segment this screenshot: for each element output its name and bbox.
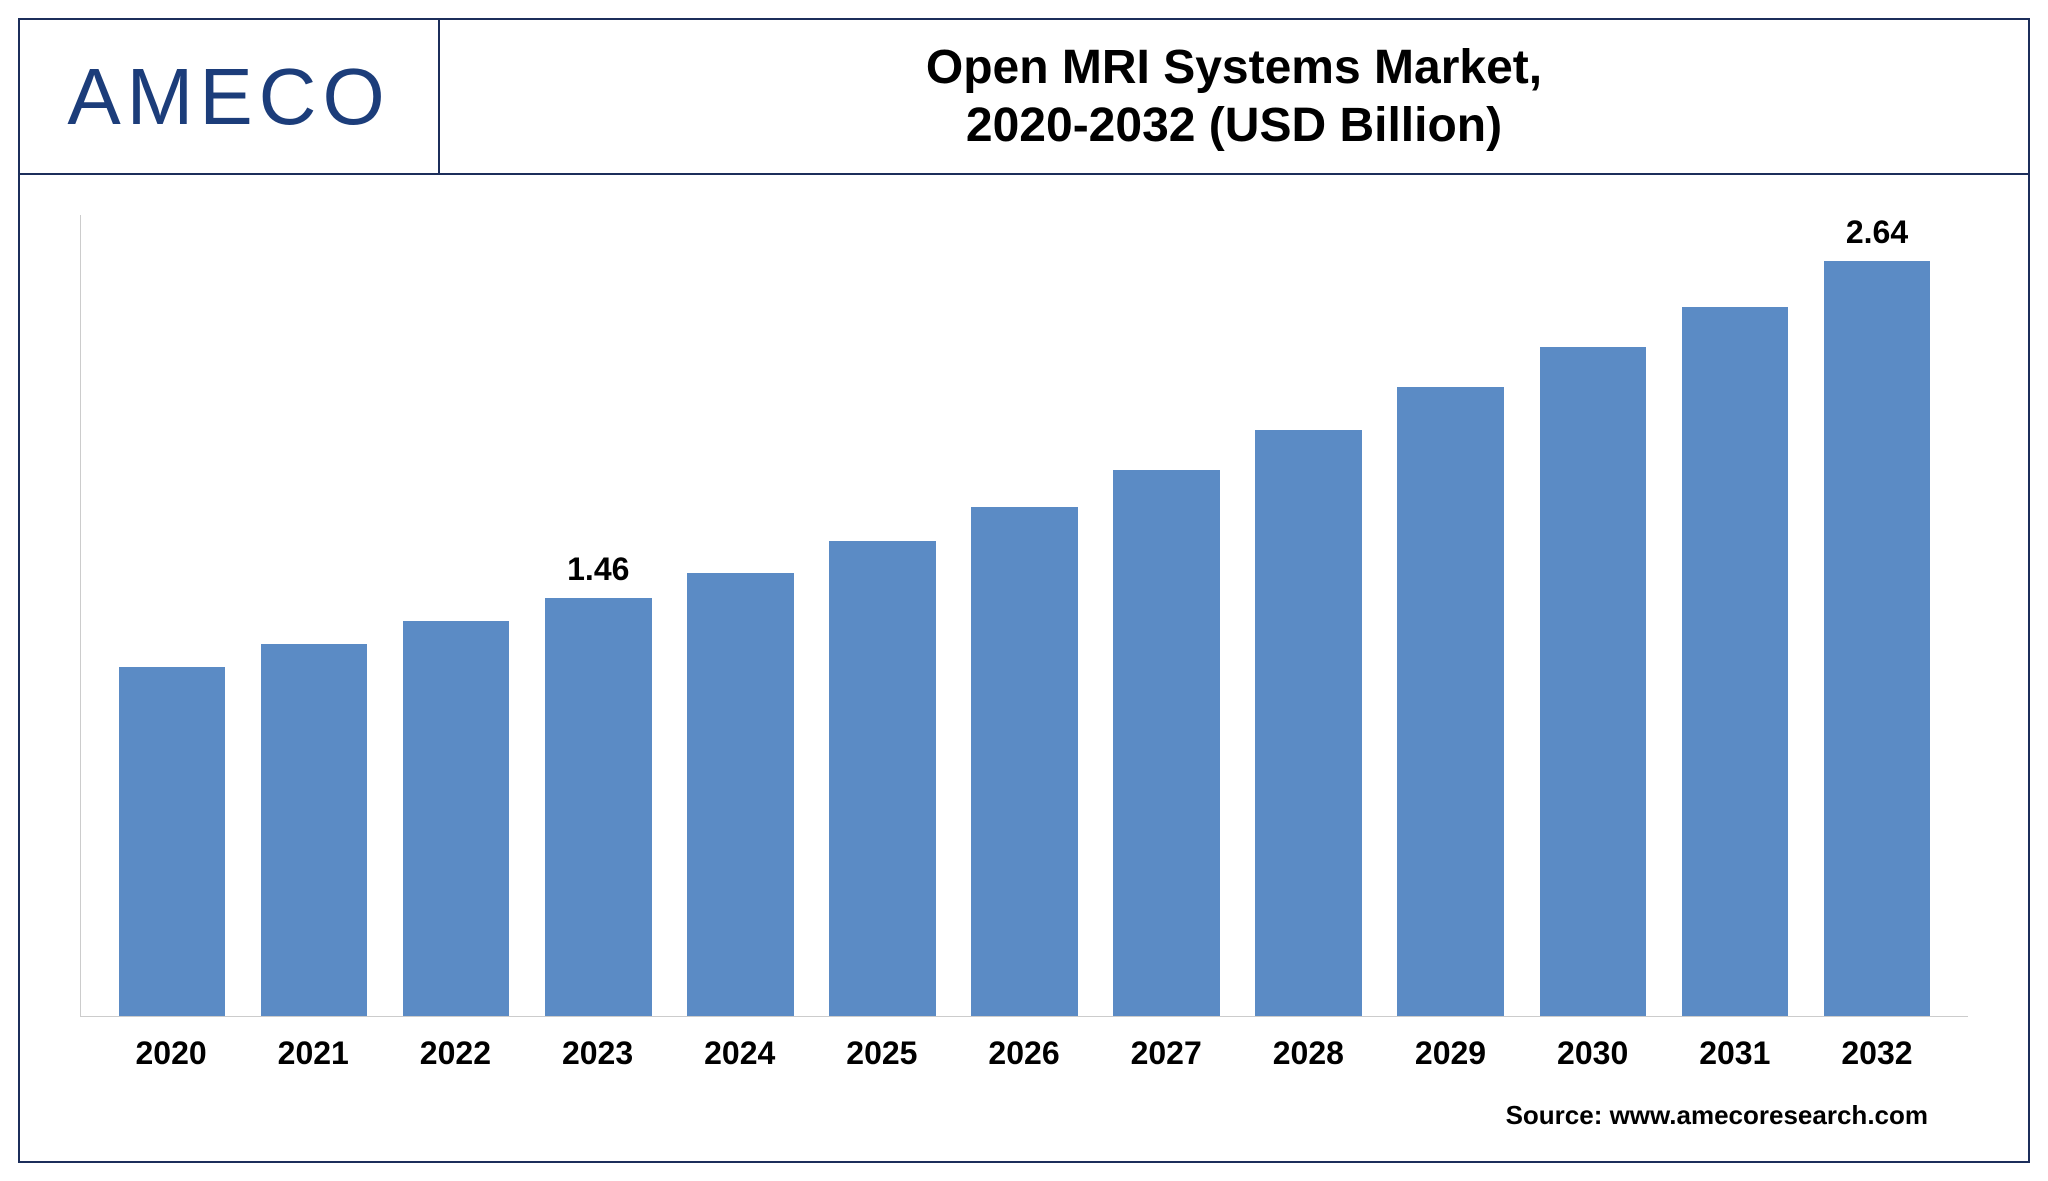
bar	[1397, 387, 1504, 1016]
x-axis-labels: 2020202120222023202420252026202720282029…	[80, 1017, 1968, 1072]
bar	[971, 507, 1078, 1016]
x-axis-label: 2022	[384, 1035, 526, 1072]
bar	[545, 598, 652, 1016]
bar-group: 2.64	[1806, 215, 1948, 1016]
header-row: AMECO Open MRI Systems Market, 2020-2032…	[20, 20, 2028, 175]
bar-group	[1522, 215, 1664, 1016]
bar-group	[385, 215, 527, 1016]
bar	[261, 644, 368, 1016]
bar-group	[243, 215, 385, 1016]
x-axis-label: 2027	[1095, 1035, 1237, 1072]
bar-group	[1664, 215, 1806, 1016]
bar-group	[1380, 215, 1522, 1016]
bar-group	[953, 215, 1095, 1016]
x-axis-label: 2023	[526, 1035, 668, 1072]
bar-group	[101, 215, 243, 1016]
x-axis-label: 2020	[100, 1035, 242, 1072]
bar-group	[811, 215, 953, 1016]
bars-container: 1.46 2.64	[80, 215, 1968, 1017]
x-axis-label: 2030	[1522, 1035, 1664, 1072]
x-axis-label: 2025	[811, 1035, 953, 1072]
x-axis-label: 2031	[1664, 1035, 1806, 1072]
chart-area: 1.462.64 2020202120222023202420252026202…	[20, 175, 2028, 1161]
chart-title-line1: Open MRI Systems Market,	[926, 39, 1542, 97]
chart-title-line2: 2020-2032 (USD Billion)	[966, 97, 1502, 155]
bar-group	[1096, 215, 1238, 1016]
x-axis-label: 2029	[1379, 1035, 1521, 1072]
bar-group	[669, 215, 811, 1016]
x-axis-label: 2028	[1237, 1035, 1379, 1072]
bar-value-label: 1.46	[527, 551, 669, 588]
bar	[1255, 430, 1362, 1016]
x-axis-label: 2026	[953, 1035, 1095, 1072]
bar	[829, 541, 936, 1016]
x-axis-label: 2024	[669, 1035, 811, 1072]
bar	[119, 667, 226, 1016]
source-text: Source: www.amecoresearch.com	[80, 1072, 1968, 1141]
bar	[1682, 307, 1789, 1016]
title-cell: Open MRI Systems Market, 2020-2032 (USD …	[440, 39, 2028, 154]
x-axis-label: 2032	[1806, 1035, 1948, 1072]
chart-container: AMECO Open MRI Systems Market, 2020-2032…	[18, 18, 2030, 1163]
bar-value-label: 2.64	[1806, 214, 1948, 251]
logo-text: AMECO	[67, 51, 390, 143]
bar	[1113, 470, 1220, 1016]
logo-cell: AMECO	[20, 20, 440, 173]
bar	[1540, 347, 1647, 1016]
bar	[687, 573, 794, 1016]
bar	[403, 621, 510, 1016]
bar-group	[1238, 215, 1380, 1016]
bar	[1824, 261, 1931, 1016]
x-axis-label: 2021	[242, 1035, 384, 1072]
bar-group: 1.46	[527, 215, 669, 1016]
